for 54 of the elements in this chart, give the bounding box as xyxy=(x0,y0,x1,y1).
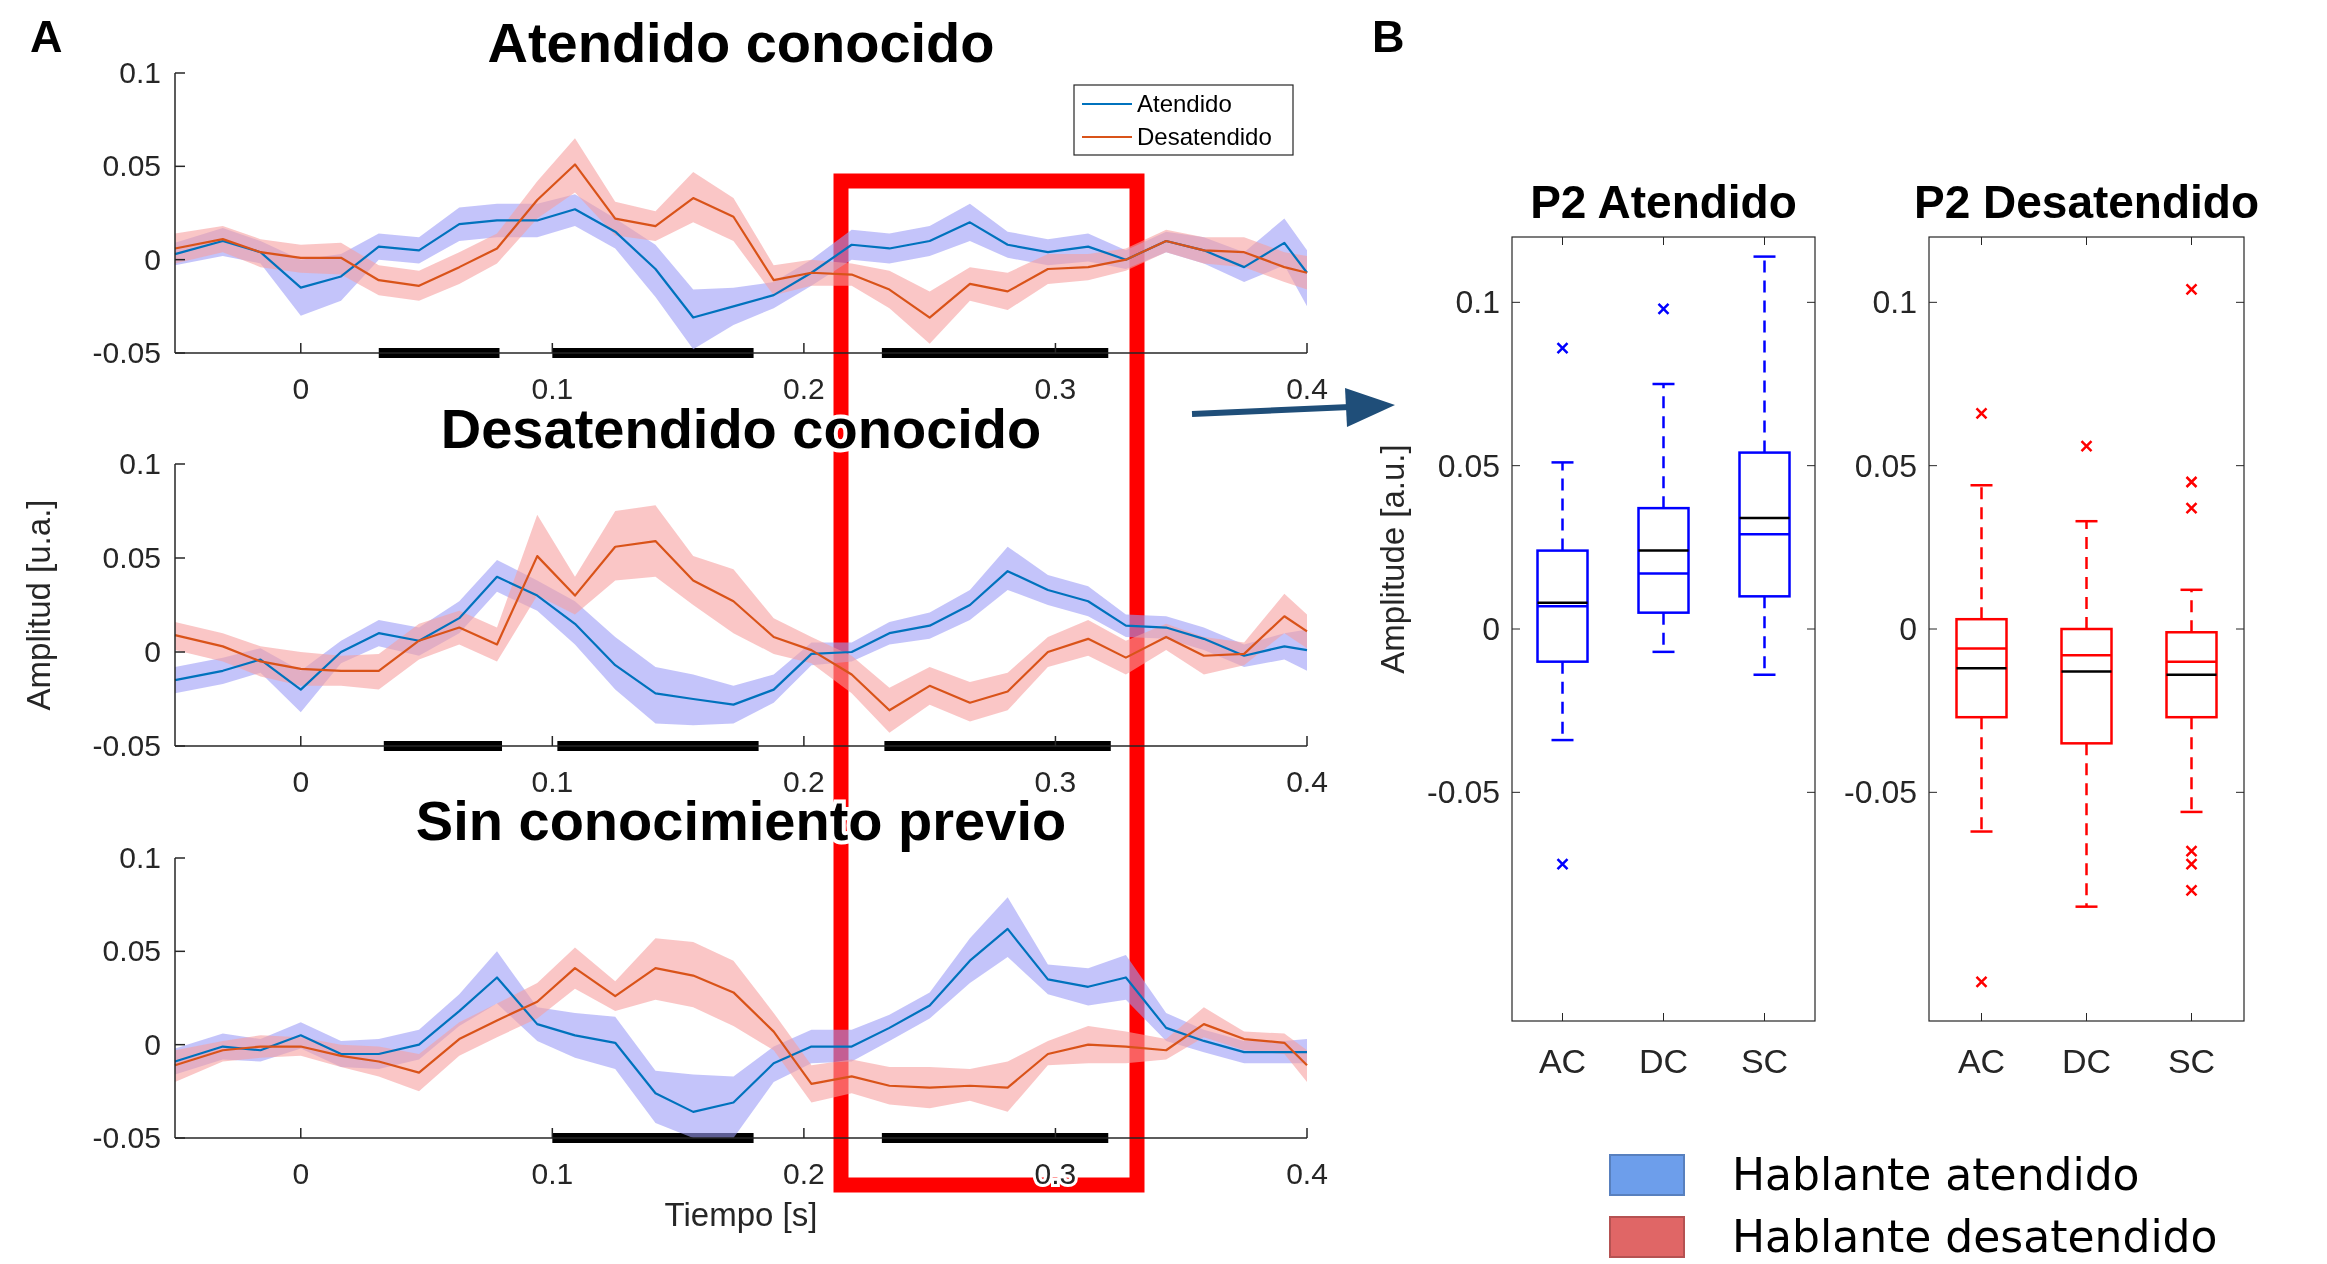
category-label: Hablante atendido xyxy=(1732,1149,2140,1200)
y-tick-label: 0.05 xyxy=(102,149,161,183)
text: B xyxy=(1372,11,1405,62)
chart-title: P2 Atendido xyxy=(1530,176,1797,228)
y-tick-label: 0 xyxy=(144,242,161,276)
chart-title: P2 Desatendido xyxy=(1913,176,2260,228)
y-tick-label: 0.1 xyxy=(1872,284,1917,321)
y-tick-label: 0 xyxy=(1899,611,1917,647)
x-axis-title: Tiempo [s] xyxy=(664,1196,818,1233)
y-tick-label: 0.05 xyxy=(102,934,161,968)
line-series xyxy=(173,163,1309,319)
y-tick-label: -0.05 xyxy=(92,336,161,369)
x-tick-label: 0.3 xyxy=(1034,765,1077,798)
category-label: Hablante desatendido xyxy=(1732,1211,2218,1262)
x-tick-label: SC xyxy=(1740,1042,1789,1080)
y-tick-label: 0.05 xyxy=(102,541,161,574)
text: A xyxy=(30,11,63,62)
y-tick-label: -0.05 xyxy=(92,1121,161,1154)
chart-title: Atendido conocido xyxy=(487,11,995,74)
y-tick-label: 0 xyxy=(1482,611,1500,647)
x-tick-label: 0 xyxy=(292,1157,310,1190)
x-tick-label: 0.1 xyxy=(531,1157,574,1190)
y-tick-label: 0.1 xyxy=(119,56,161,89)
x-tick-label: 0 xyxy=(292,765,310,798)
x-tick-label: 0.4 xyxy=(1286,765,1328,798)
legend-label: Atendido xyxy=(1137,90,1232,117)
y-axis-title: Amplitud [u.a.] xyxy=(20,499,57,711)
x-tick-label: 0.2 xyxy=(783,765,825,798)
x-tick-label: AC xyxy=(1957,1042,2006,1080)
x-tick-label: 0.2 xyxy=(783,372,825,405)
x-tick-label: 0.3 xyxy=(1034,372,1077,405)
x-tick-label: 0 xyxy=(292,372,310,405)
x-tick-label: DC xyxy=(1638,1042,1689,1080)
line-series xyxy=(173,570,1309,706)
y-tick-label: 0.1 xyxy=(119,447,161,480)
y-tick-label: 0.05 xyxy=(1854,447,1917,484)
legend-label: Desatendido xyxy=(1137,123,1272,150)
x-tick-label: 0.4 xyxy=(1286,372,1328,405)
y-axis-title: Amplitude [a.u.] xyxy=(1374,444,1411,674)
line-series xyxy=(173,208,1309,319)
y-tick-label: 0 xyxy=(144,635,161,668)
x-tick-label: AC xyxy=(1538,1042,1587,1080)
y-tick-label: 0.1 xyxy=(1455,284,1500,321)
line-series xyxy=(173,967,1309,1089)
x-tick-label: SC xyxy=(2167,1042,2216,1080)
x-tick-label: 0.2 xyxy=(783,1157,825,1190)
y-tick-label: 0.1 xyxy=(119,841,161,874)
x-tick-label: 0.1 xyxy=(531,372,574,405)
x-tick-label: DC xyxy=(2061,1042,2112,1080)
y-tick-label: -0.05 xyxy=(1844,774,1917,811)
y-tick-label: -0.05 xyxy=(92,729,161,762)
x-tick-label: 0.4 xyxy=(1286,1157,1328,1190)
y-tick-label: -0.05 xyxy=(1427,774,1500,811)
y-tick-label: 0.05 xyxy=(1437,447,1500,484)
